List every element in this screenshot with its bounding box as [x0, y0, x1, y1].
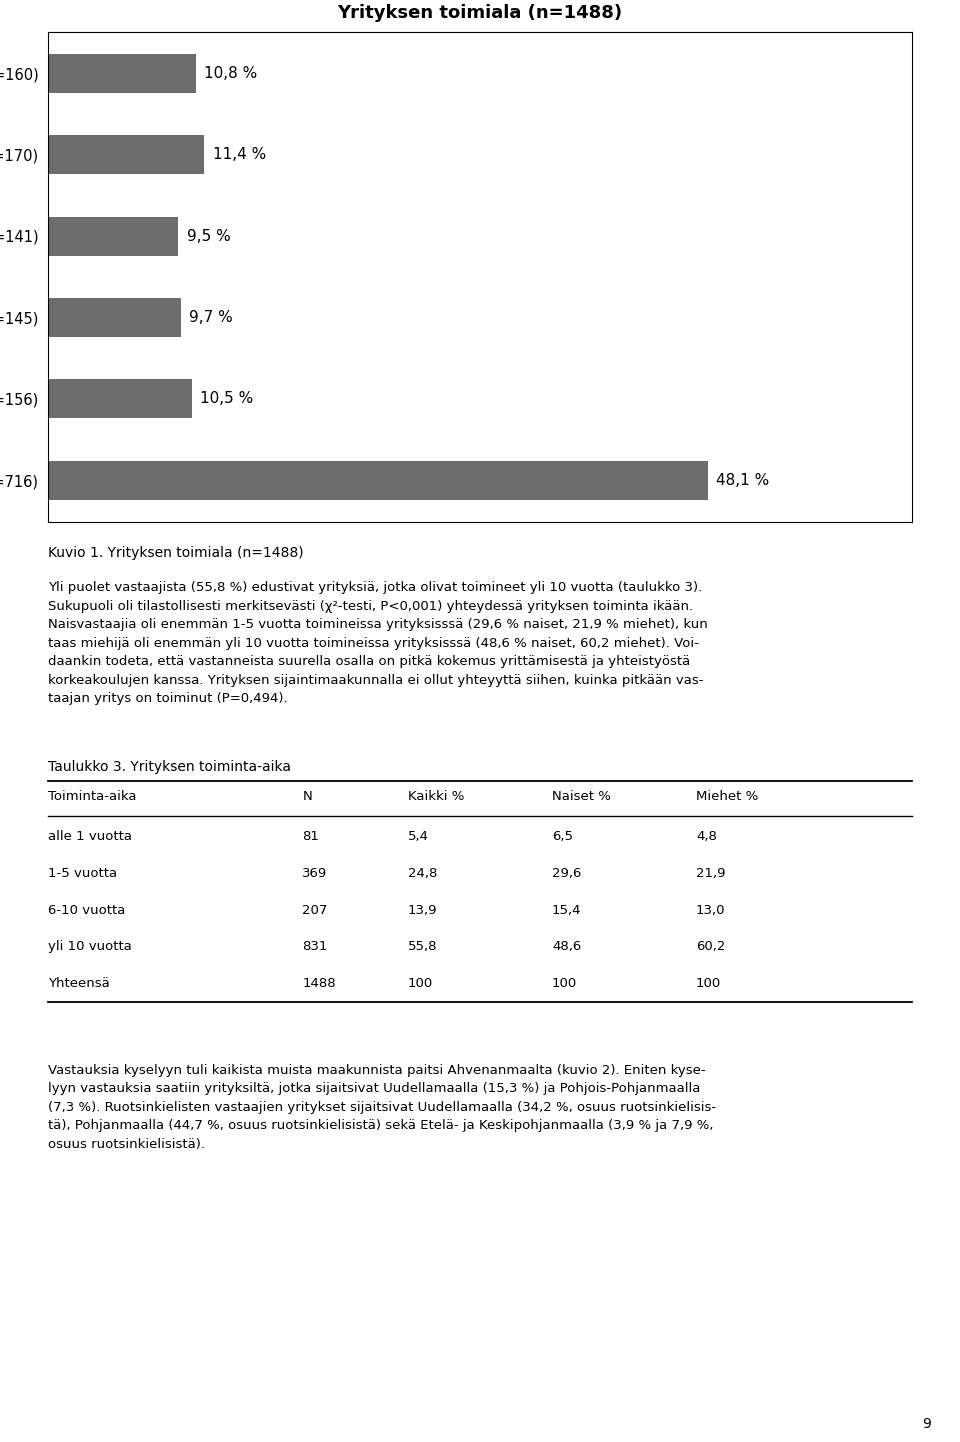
Text: Naiset %: Naiset %	[552, 790, 611, 803]
Text: 207: 207	[302, 904, 327, 917]
Text: Yli puolet vastaajista (55,8 %) edustivat yrityksiä, jotka olivat toimineet yli : Yli puolet vastaajista (55,8 %) edustiva…	[48, 581, 708, 705]
Text: 831: 831	[302, 940, 327, 953]
Text: 29,6: 29,6	[552, 867, 582, 880]
Text: 100: 100	[552, 976, 577, 989]
Title: Yrityksen toimiala (n=1488): Yrityksen toimiala (n=1488)	[337, 4, 623, 22]
Text: 48,1 %: 48,1 %	[716, 473, 769, 487]
Text: 81: 81	[302, 831, 320, 844]
Text: 48,6: 48,6	[552, 940, 581, 953]
Text: 369: 369	[302, 867, 327, 880]
Text: Kaikki %: Kaikki %	[408, 790, 465, 803]
Bar	[48, 136, 204, 174]
Bar	[48, 298, 181, 337]
Text: 9,5 %: 9,5 %	[186, 229, 230, 244]
Text: Toiminta-aika: Toiminta-aika	[48, 790, 136, 803]
Text: 10,5 %: 10,5 %	[201, 391, 253, 407]
Text: Vastauksia kyselyyn tuli kaikista muista maakunnista paitsi Ahvenanmaalta (kuvio: Vastauksia kyselyyn tuli kaikista muista…	[48, 1064, 716, 1151]
Bar	[48, 216, 179, 255]
Text: yli 10 vuotta: yli 10 vuotta	[48, 940, 132, 953]
Text: 5,4: 5,4	[408, 831, 429, 844]
Text: 55,8: 55,8	[408, 940, 438, 953]
Text: 100: 100	[696, 976, 721, 989]
Text: alle 1 vuotta: alle 1 vuotta	[48, 831, 132, 844]
Bar	[48, 379, 192, 418]
Text: N: N	[302, 790, 312, 803]
Text: 6,5: 6,5	[552, 831, 573, 844]
Text: 11,4 %: 11,4 %	[212, 147, 266, 163]
Text: Kuvio 1. Yrityksen toimiala (n=1488): Kuvio 1. Yrityksen toimiala (n=1488)	[48, 547, 303, 561]
Text: 1-5 vuotta: 1-5 vuotta	[48, 867, 117, 880]
Text: Miehet %: Miehet %	[696, 790, 758, 803]
Text: Taulukko 3. Yrityksen toiminta-aika: Taulukko 3. Yrityksen toiminta-aika	[48, 760, 291, 774]
Text: 15,4: 15,4	[552, 904, 582, 917]
Text: 10,8 %: 10,8 %	[204, 66, 257, 81]
Text: 100: 100	[408, 976, 433, 989]
Text: 9: 9	[923, 1417, 931, 1430]
Text: 1488: 1488	[302, 976, 336, 989]
Text: Yhteensä: Yhteensä	[48, 976, 109, 989]
Text: 4,8: 4,8	[696, 831, 717, 844]
Text: 13,9: 13,9	[408, 904, 438, 917]
Text: 60,2: 60,2	[696, 940, 726, 953]
Bar	[48, 460, 708, 500]
Text: 6-10 vuotta: 6-10 vuotta	[48, 904, 126, 917]
Text: 21,9: 21,9	[696, 867, 726, 880]
Text: 9,7 %: 9,7 %	[189, 310, 233, 324]
Text: 24,8: 24,8	[408, 867, 438, 880]
Text: 13,0: 13,0	[696, 904, 726, 917]
Bar	[48, 53, 196, 94]
